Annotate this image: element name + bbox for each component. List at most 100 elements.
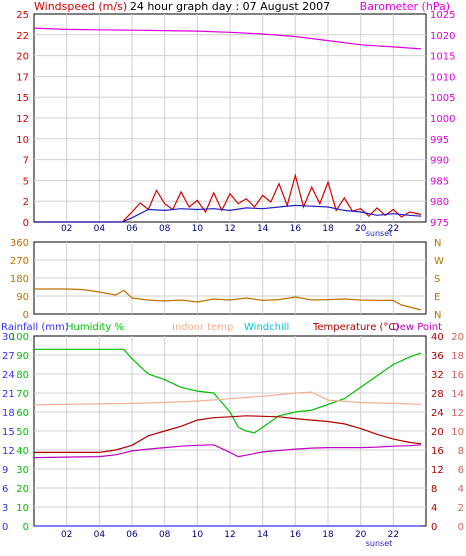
windspeed-line [34, 173, 422, 223]
windspeed-tick: 22 [16, 31, 29, 42]
temperature-tick: 36 [431, 351, 444, 362]
temperature-tick-labels-a: 0 4 8 12 16 20 24 28 32 36 40 [431, 332, 444, 533]
temperature-tick-labels-b: 0 2 4 6 8 10 12 14 16 18 20 [451, 332, 464, 533]
temperature-tick-secondary: 8 [458, 446, 464, 457]
middle-series [34, 288, 422, 311]
direction-degree-tick: 0 [23, 310, 29, 321]
hour-tick-label: 14 [257, 224, 269, 234]
temperature-tick: 16 [431, 446, 444, 457]
hour-tick-label: 18 [322, 224, 334, 234]
compass-tick: N [434, 310, 441, 321]
hour-tick-label: 20 [355, 530, 367, 540]
windspeed-tick: 17 [16, 72, 29, 83]
hour-tick-label: 04 [94, 224, 106, 234]
temperature-tick: 0 [431, 522, 437, 533]
rainfall-tick: 15 [2, 427, 15, 438]
barometer-tick-labels: 975 980 985 990 995 1000 1005 1010 1015 1020 1025 [430, 10, 455, 229]
hour-tick-label: 22 [388, 530, 399, 540]
hour-tick-label: 02 [61, 224, 72, 234]
indoor-temp-line [33, 391, 422, 406]
hour-tick-label: 12 [224, 224, 235, 234]
windspeed-tick: 25 [16, 10, 29, 21]
humidity-tick: 20 [16, 484, 29, 495]
dew-point-line [33, 444, 422, 459]
rainfall-tick: 18 [2, 408, 15, 419]
hour-tick-label: 22 [388, 224, 399, 234]
barometer-tick: 990 [430, 156, 449, 167]
temperature-tick: 24 [431, 408, 444, 419]
humidity-tick: 60 [16, 408, 29, 419]
windspeed-tick: 15 [16, 93, 29, 104]
humidity-tick: 10 [16, 503, 29, 514]
windspeed-axis-label: Windspeed (m/s) [34, 0, 127, 13]
hour-tick-label: 06 [126, 530, 138, 540]
barometer-line [33, 27, 422, 50]
direction-degree-tick: 270 [10, 256, 29, 267]
middle-grid [34, 242, 426, 314]
legend-indoor-temp: Indoor temp [172, 322, 233, 333]
humidity-tick: 70 [16, 389, 29, 400]
temperature-line [34, 415, 422, 453]
bottom-hour-tick-labels: 02 04 06 08 10 12 14 16 18 20 22 [61, 530, 399, 540]
barometer-tick: 1025 [430, 10, 455, 21]
compass-tick: N [434, 238, 441, 249]
hour-tick-label: 16 [290, 224, 302, 234]
hour-tick-label: 10 [192, 530, 204, 540]
legend-humidity: Humidity % [66, 322, 124, 333]
direction-degree-tick-labels: 0 90 180 270 360 [10, 238, 29, 321]
legend-temperature: Temperature (°C) [312, 322, 399, 333]
humidity-tick: 40 [16, 446, 29, 457]
windspeed-tick: 10 [16, 135, 29, 146]
windspeed-tick: 2 [23, 197, 29, 208]
top-hour-tick-labels: 02 04 06 08 10 12 14 16 18 20 22 [61, 224, 399, 234]
direction-degree-tick: 360 [10, 238, 29, 249]
windspeed-tick: 7 [23, 156, 29, 167]
windspeed-tick: 5 [23, 176, 29, 187]
windspeed-tick: 12 [16, 114, 29, 125]
hour-tick-label: 10 [192, 224, 204, 234]
legend-dew-point: Dew Point [392, 322, 442, 333]
temperature-tick: 32 [431, 370, 444, 381]
hour-tick-label: 08 [159, 224, 171, 234]
temperature-tick-secondary: 14 [451, 389, 464, 400]
temperature-tick: 4 [431, 503, 437, 514]
humidity-tick: 90 [16, 351, 29, 362]
temperature-tick-secondary: 0 [458, 522, 464, 533]
humidity-tick: 0 [23, 522, 29, 533]
humidity-tick: 100 [10, 332, 29, 343]
humidity-tick: 50 [16, 427, 29, 438]
rainfall-tick: 9 [2, 465, 8, 476]
top-grid [34, 14, 426, 222]
direction-degree-tick: 90 [16, 292, 29, 303]
compass-tick: E [434, 292, 440, 303]
hour-tick-label: 04 [94, 530, 106, 540]
temperature-tick-secondary: 12 [451, 408, 464, 419]
temperature-tick: 20 [431, 427, 444, 438]
rainfall-tick: 0 [2, 522, 8, 533]
wind-direction-line [34, 288, 422, 311]
chart-title: 24 hour graph day : 07 August 2007 [130, 0, 330, 13]
temperature-tick: 12 [431, 465, 444, 476]
rainfall-tick-labels: 0 3 6 9 12 15 18 21 24 27 30 [2, 332, 15, 533]
barometer-tick: 985 [430, 176, 449, 187]
barometer-tick: 1010 [430, 72, 455, 83]
legend-rainfall: Rainfall (mm) [1, 322, 69, 333]
rainfall-tick: 30 [2, 332, 15, 343]
rainfall-tick: 21 [2, 389, 15, 400]
temperature-tick-secondary: 4 [458, 484, 464, 495]
barometer-axis-label: Barometer (hPa) [360, 0, 450, 13]
bottom-series [33, 348, 422, 527]
bottom-grid [34, 336, 426, 526]
barometer-tick: 1000 [430, 114, 455, 125]
rainfall-tick: 24 [2, 370, 15, 381]
hour-tick-label: 02 [61, 530, 72, 540]
top-series [33, 27, 422, 223]
rainfall-tick: 3 [2, 503, 8, 514]
temperature-tick-secondary: 20 [451, 332, 464, 343]
hour-tick-label: 16 [290, 530, 302, 540]
hour-tick-label: 12 [224, 530, 235, 540]
barometer-tick: 1020 [430, 31, 455, 42]
